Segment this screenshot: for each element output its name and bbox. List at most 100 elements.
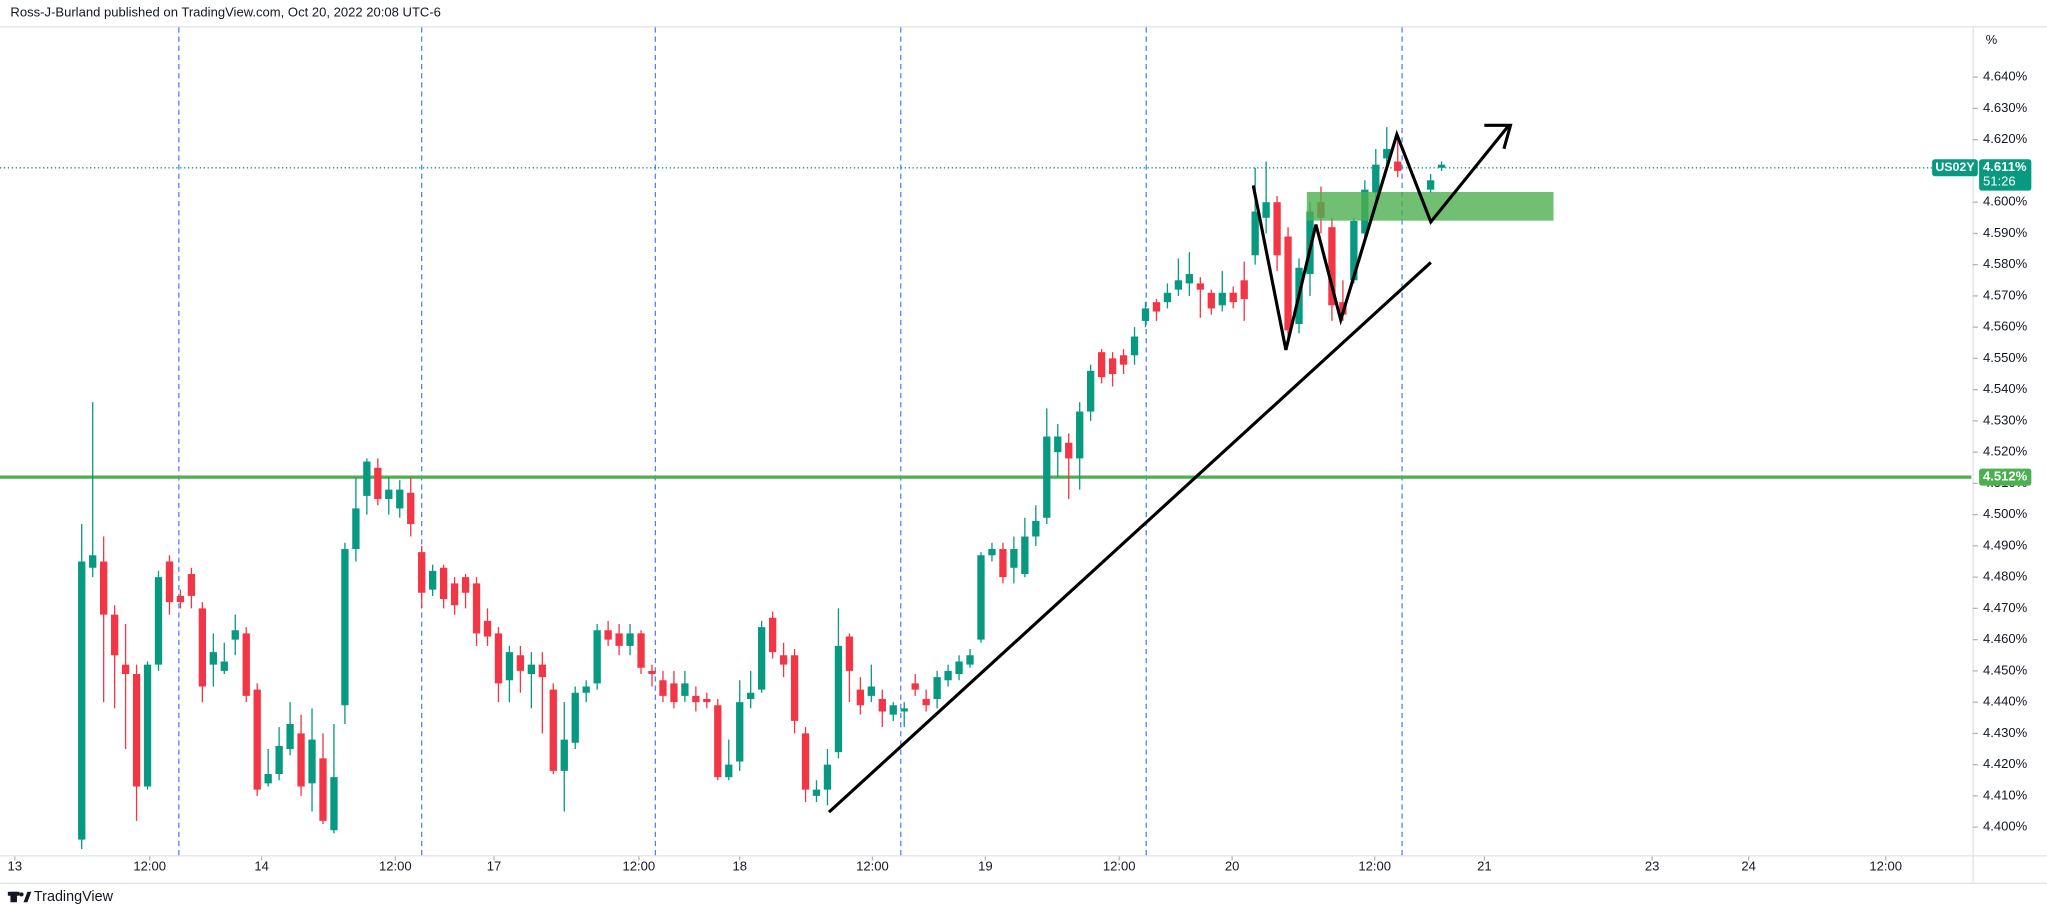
candle-body xyxy=(692,695,700,703)
y-tick-label: 4.580% xyxy=(1983,256,2028,271)
candle-body xyxy=(703,699,711,703)
x-tick-label: 12:00 xyxy=(856,858,889,873)
candle-body xyxy=(483,620,492,637)
candle-body xyxy=(637,633,645,668)
y-tick-label: 4.560% xyxy=(1983,319,2028,334)
candle-body xyxy=(867,686,875,696)
countdown-label: 51:26 xyxy=(1983,174,2016,189)
candle-body xyxy=(648,670,656,675)
candle-body xyxy=(604,630,612,640)
candle-body xyxy=(516,655,525,671)
candle-body xyxy=(242,633,250,696)
candle-body xyxy=(988,549,996,556)
candle-body xyxy=(725,764,733,778)
trend-line xyxy=(827,261,1432,814)
candle-body xyxy=(779,655,788,665)
candle-body xyxy=(143,664,152,787)
candle-body xyxy=(1087,370,1095,412)
level-price-box xyxy=(1979,468,2032,486)
x-tick-label: 24 xyxy=(1741,858,1756,873)
candle-body xyxy=(308,739,316,784)
x-tick-label: 12:00 xyxy=(1103,858,1136,873)
x-tick-label: 19 xyxy=(978,858,993,873)
level-price-label: 4.512% xyxy=(1983,469,2028,484)
candle-body xyxy=(176,595,185,603)
candle-body xyxy=(911,683,919,690)
candle-body xyxy=(1054,436,1062,453)
candle-body xyxy=(429,570,437,590)
candle-body xyxy=(374,467,382,500)
candle-body xyxy=(450,583,459,606)
candle-body xyxy=(253,689,261,790)
candle-body xyxy=(505,652,514,681)
candle-body xyxy=(209,652,217,665)
x-tick-label: 23 xyxy=(1645,858,1660,873)
x-tick-label: 12:00 xyxy=(133,858,166,873)
candle-body xyxy=(670,683,678,703)
candle-body xyxy=(549,689,557,771)
candle-body xyxy=(187,574,196,596)
logo-part xyxy=(7,891,20,896)
candle-body xyxy=(352,508,360,550)
candle-body xyxy=(1010,549,1018,568)
y-tick-label: 4.520% xyxy=(1983,444,2028,459)
x-tick-label: 13 xyxy=(8,858,23,873)
candle-body xyxy=(1229,292,1237,303)
candle-body xyxy=(933,677,941,700)
candle-body xyxy=(582,686,590,693)
candle-body xyxy=(1350,220,1358,281)
candle-body xyxy=(593,630,601,684)
candle-body xyxy=(1130,336,1139,356)
candle-body xyxy=(165,561,174,603)
candle-body xyxy=(1437,164,1446,168)
candle-body xyxy=(220,661,228,671)
logo-part xyxy=(10,891,17,903)
y-tick-label: 4.420% xyxy=(1983,756,2028,771)
candle-body xyxy=(1273,202,1281,256)
y-tick-label: 4.400% xyxy=(1983,819,2028,834)
y-tick-label: 4.540% xyxy=(1983,381,2028,396)
candle-body xyxy=(154,577,163,665)
candle-body xyxy=(1065,442,1073,459)
candle-body xyxy=(1043,436,1051,518)
last-price-box xyxy=(1979,159,2032,191)
x-tick-label: 17 xyxy=(487,858,502,873)
x-tick-label: 14 xyxy=(254,858,269,873)
y-tick-label: 4.570% xyxy=(1983,287,2028,302)
logo-part xyxy=(19,892,24,897)
candle-body xyxy=(1152,302,1161,312)
candle-body xyxy=(768,617,777,653)
y-tick-label: 4.440% xyxy=(1983,694,2028,709)
candle-body xyxy=(1174,280,1183,290)
candle-body xyxy=(889,705,897,715)
last-price-label: 4.611% xyxy=(1983,159,2027,174)
x-tick-label: 12:00 xyxy=(623,858,656,873)
candle-body xyxy=(1021,536,1029,575)
candle-body xyxy=(1328,227,1336,306)
y-tick-label: 4.430% xyxy=(1983,725,2028,740)
candle-body xyxy=(1262,202,1270,218)
candle-body xyxy=(900,708,908,712)
x-tick-label: 12:00 xyxy=(1358,858,1391,873)
y-tick-label: 4.600% xyxy=(1983,194,2028,209)
candle-body xyxy=(264,773,272,784)
candle-body xyxy=(1251,211,1259,256)
y-tick-label: 4.530% xyxy=(1983,412,2028,427)
x-tick-label: 12:00 xyxy=(379,858,412,873)
symbol-box xyxy=(1932,159,1978,177)
arrow-head xyxy=(1484,123,1513,150)
symbol-label: US02Y xyxy=(1935,160,1975,174)
candle-body xyxy=(823,764,832,790)
candle-body xyxy=(407,492,415,525)
candle-body xyxy=(659,680,667,696)
candle-body xyxy=(1284,236,1292,331)
candle-body xyxy=(714,705,722,778)
candle-body xyxy=(330,777,338,831)
candle-body xyxy=(132,674,141,787)
candle-body xyxy=(1108,358,1117,375)
candle-body xyxy=(231,630,239,640)
candle-body xyxy=(319,758,327,821)
candle-body xyxy=(89,555,97,568)
candle-body xyxy=(396,489,404,509)
